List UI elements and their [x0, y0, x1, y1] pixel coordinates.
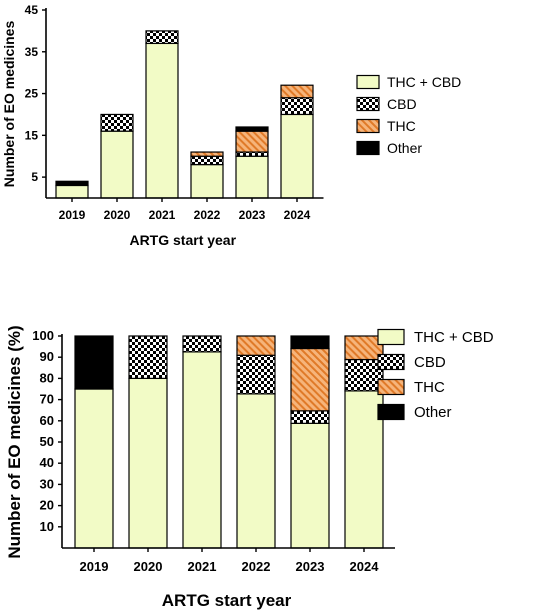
bottom-bar-2019-thc-cbd — [74, 388, 114, 549]
bottom-y-tick-label: 40 — [40, 455, 54, 470]
bottom-legend-label: CBD — [414, 354, 446, 371]
top-legend-swatch-cbd — [356, 96, 380, 112]
top-bar-2019-other — [55, 180, 89, 187]
top-x-tick-label: 2023 — [239, 208, 266, 222]
bottom-legend-label: THC + CBD — [414, 329, 494, 346]
top-bar-2024-cbd — [280, 97, 314, 116]
bottom-bar-2021-thc-cbd — [182, 351, 222, 549]
top-bar-2024-thc — [280, 84, 314, 99]
bottom-bar-2024-cbd — [344, 358, 384, 392]
top-legend-label: Other — [387, 140, 422, 156]
bottom-y-tick-label: 100 — [32, 328, 54, 343]
bottom-bar-2022-cbd — [236, 354, 276, 395]
bottom-y-tick-label: 80 — [40, 370, 54, 385]
bottom-bar-2023-thc — [290, 347, 330, 412]
top-bar-2022-thc — [190, 151, 224, 157]
bottom-y-tick-label: 90 — [40, 349, 54, 364]
top-legend-swatch-thc-cbd — [356, 74, 380, 90]
bottom-legend-label: THC — [414, 379, 445, 396]
bottom-legend-swatch-cbd — [377, 353, 405, 371]
top-x-tick-label: 2022 — [194, 208, 221, 222]
bottom-y-tick-label: 20 — [40, 498, 54, 513]
top-y-tick-label: 5 — [31, 170, 38, 184]
bottom-bar-2024-thc-cbd — [344, 390, 384, 549]
bottom-bar-2022-thc-cbd — [236, 393, 276, 549]
bottom-legend-label: Other — [414, 404, 452, 421]
top-y-axis-title: Number of EO medicines — [1, 21, 17, 188]
top-bar-2023-other — [235, 126, 269, 132]
bottom-y-tick-label: 10 — [40, 519, 54, 534]
top-x-tick-label: 2021 — [149, 208, 176, 222]
top-y-tick-label: 45 — [25, 3, 39, 17]
bottom-bar-2020-thc-cbd — [128, 377, 168, 549]
top-legend-label: THC — [387, 118, 416, 134]
bottom-x-tick-label: 2023 — [296, 559, 325, 574]
top-x-tick-label: 2019 — [59, 208, 86, 222]
bottom-legend-swatch-thc — [377, 378, 405, 396]
top-bar-2020-thc-cbd — [100, 130, 134, 199]
top-bar-2021-cbd — [145, 30, 179, 45]
bottom-bar-2019-other — [74, 335, 114, 390]
bottom-y-axis-title: Number of EO medicines (%) — [5, 325, 24, 558]
bottom-bar-2023-thc-cbd — [290, 422, 330, 549]
bottom-bar-2022-thc — [236, 335, 276, 356]
bottom-y-tick-label: 30 — [40, 476, 54, 491]
bottom-bar-2023-cbd — [290, 410, 330, 424]
top-bar-2019-thc-cbd — [55, 184, 89, 199]
bottom-legend-swatch-thc-cbd — [377, 328, 405, 346]
top-legend-label: THC + CBD — [387, 74, 461, 90]
top-x-axis-title: ARTG start year — [129, 232, 236, 248]
top-legend-label: CBD — [387, 96, 417, 112]
top-bar-2020-cbd — [100, 113, 134, 132]
top-bar-2021-thc-cbd — [145, 42, 179, 199]
bottom-x-tick-label: 2024 — [350, 559, 380, 574]
chart-bottom-percent: 10 20 30 40 50 60 70 80 90 100 2019 2020 2021 2022 202… — [5, 325, 494, 610]
bottom-bar-2024-thc — [344, 335, 384, 361]
top-legend-swatch-thc — [356, 118, 380, 134]
bottom-x-tick-label: 2019 — [80, 559, 109, 574]
top-y-tick-label: 15 — [25, 128, 39, 142]
bottom-y-tick-label: 60 — [40, 413, 54, 428]
bottom-y-tick-label: 70 — [40, 392, 54, 407]
bottom-y-tick-label: 50 — [40, 434, 54, 449]
top-x-tick-label: 2024 — [284, 208, 311, 222]
bottom-x-tick-label: 2020 — [134, 559, 163, 574]
bottom-legend-swatch-other — [377, 403, 405, 421]
bottom-bar-2020-cbd — [128, 335, 168, 380]
bottom-x-axis-title: ARTG start year — [162, 591, 292, 610]
bottom-bar-2023-other — [290, 335, 330, 350]
top-bar-2024-thc-cbd — [280, 113, 314, 199]
top-bar-2022-cbd — [190, 155, 224, 166]
top-bar-2023-thc — [235, 130, 269, 153]
top-x-tick-label: 2020 — [104, 208, 131, 222]
bottom-bar-2021-cbd — [182, 335, 222, 353]
chart-top-counts: 5 15 25 35 45 2019 2020 2021 2022 2023 2024 ARTG st… — [1, 3, 461, 248]
top-bar-2023-cbd — [235, 151, 269, 157]
top-legend-swatch-other — [356, 140, 380, 156]
bottom-x-tick-label: 2022 — [242, 559, 271, 574]
top-bar-2023-thc-cbd — [235, 155, 269, 199]
top-bar-2022-thc-cbd — [190, 163, 224, 199]
bottom-x-tick-label: 2021 — [188, 559, 217, 574]
top-y-tick-label: 25 — [25, 87, 39, 101]
top-y-tick-label: 35 — [25, 45, 39, 59]
